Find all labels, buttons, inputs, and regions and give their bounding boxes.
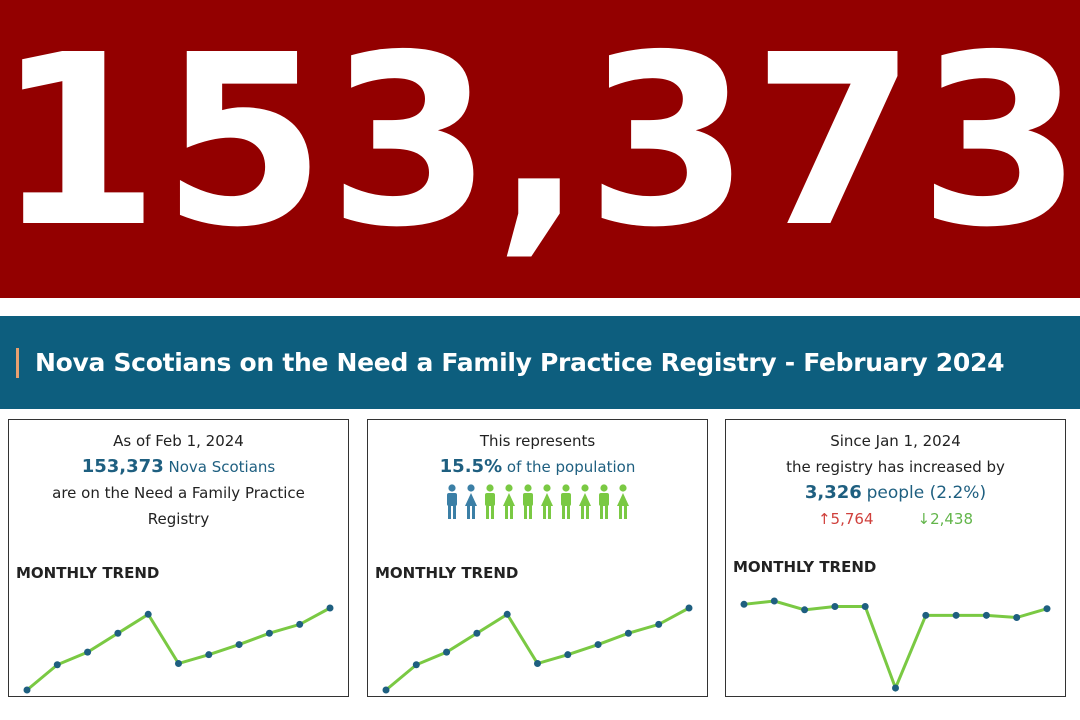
card-value: 15.5% bbox=[439, 456, 503, 477]
person-icon bbox=[541, 484, 553, 519]
trend-label: MONTHLY TREND bbox=[375, 564, 519, 582]
trend-line bbox=[743, 599, 1048, 693]
card-line4: Registry bbox=[147, 510, 210, 528]
card-line3: are on the Need a Family Practice bbox=[52, 484, 305, 502]
page-title: Nova Scotians on the Need a Family Pract… bbox=[35, 348, 1005, 377]
card-intro: This represents bbox=[479, 432, 596, 450]
card-value-suffix: Nova Scotians bbox=[168, 458, 276, 476]
card-value: 153,373 bbox=[81, 456, 164, 477]
card-value-suffix: of the population bbox=[506, 458, 636, 476]
trend-point bbox=[296, 620, 304, 628]
trend-line bbox=[26, 606, 331, 692]
removed-count: ↓2,438 bbox=[917, 510, 974, 528]
trend-chart bbox=[740, 597, 1051, 693]
person-icon bbox=[503, 484, 515, 519]
trend-point bbox=[831, 603, 839, 611]
person-icon bbox=[617, 484, 629, 519]
added-count: ↑5,764 bbox=[817, 510, 874, 528]
trend-point bbox=[53, 661, 61, 669]
card-value: 3,326 bbox=[804, 482, 862, 503]
registry-total: 153,373 bbox=[0, 4, 1080, 279]
person-icon bbox=[447, 484, 457, 519]
trend-point bbox=[265, 629, 273, 637]
card-population: This represents 15.5% of the population … bbox=[367, 419, 708, 697]
trend-point bbox=[1013, 614, 1021, 622]
trend-label: MONTHLY TREND bbox=[16, 564, 160, 582]
trend-point bbox=[503, 610, 511, 618]
trend-point bbox=[1043, 605, 1051, 613]
card-change: Since Jan 1, 2024 the registry has incre… bbox=[725, 419, 1066, 697]
trend-point bbox=[84, 648, 92, 656]
trend-point bbox=[655, 620, 663, 628]
person-icon bbox=[465, 484, 477, 519]
trend-point bbox=[685, 604, 693, 612]
trend-line bbox=[385, 606, 690, 692]
hero-banner: 153,373 bbox=[0, 0, 1080, 298]
trend-point bbox=[144, 610, 152, 618]
trend-point bbox=[23, 686, 31, 694]
trend-point bbox=[473, 629, 481, 637]
trend-point bbox=[564, 651, 572, 659]
card-increase-text: the registry has increased by bbox=[786, 458, 1005, 476]
trend-point bbox=[594, 641, 602, 649]
trend-point bbox=[326, 604, 334, 612]
trend-point bbox=[892, 684, 899, 692]
trend-point bbox=[443, 648, 451, 656]
trend-chart bbox=[23, 604, 334, 694]
person-icon bbox=[485, 484, 495, 519]
trend-chart bbox=[382, 604, 693, 694]
card-date: As of Feb 1, 2024 bbox=[113, 432, 244, 450]
card-value-line: 3,326 people (2.2%) bbox=[726, 480, 1065, 506]
person-icon bbox=[599, 484, 609, 519]
title-accent-bar bbox=[16, 347, 19, 378]
card-total: As of Feb 1, 2024 153,373 Nova Scotians … bbox=[8, 419, 349, 697]
trend-point bbox=[861, 603, 869, 611]
trend-point bbox=[382, 686, 390, 694]
trend-point bbox=[534, 660, 541, 668]
trend-point bbox=[801, 606, 809, 614]
trend-point bbox=[740, 600, 748, 608]
trend-label: MONTHLY TREND bbox=[733, 558, 877, 576]
trend-point bbox=[952, 611, 960, 619]
card-value-line: 15.5% of the population bbox=[368, 454, 707, 480]
title-banner: Nova Scotians on the Need a Family Pract… bbox=[0, 316, 1080, 409]
trend-point bbox=[235, 641, 243, 649]
trend-point bbox=[114, 629, 122, 637]
trend-point bbox=[624, 629, 632, 637]
card-value-suffix: people (2.2%) bbox=[866, 483, 987, 503]
trend-point bbox=[922, 611, 930, 619]
trend-point bbox=[770, 597, 778, 605]
person-icon bbox=[523, 484, 533, 519]
trend-point bbox=[982, 611, 990, 619]
card-since: Since Jan 1, 2024 bbox=[830, 432, 961, 450]
trend-point bbox=[412, 661, 420, 669]
people-icons bbox=[368, 484, 707, 520]
person-icon bbox=[579, 484, 591, 519]
trend-point bbox=[175, 660, 182, 668]
trend-point bbox=[205, 651, 213, 659]
card-value-line: 153,373 Nova Scotians bbox=[9, 454, 348, 480]
delta-row: ↑5,764 ↓2,438 bbox=[726, 506, 1065, 532]
person-icon bbox=[561, 484, 571, 519]
